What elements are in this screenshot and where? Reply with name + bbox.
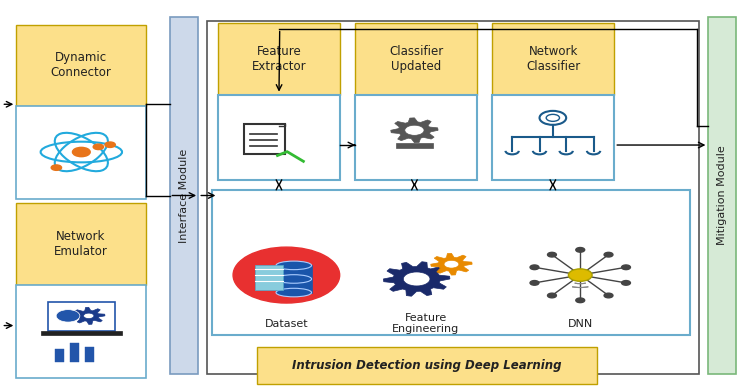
Circle shape (546, 114, 559, 121)
Bar (708, 17, 736, 374)
PathPatch shape (73, 307, 105, 325)
Ellipse shape (276, 261, 311, 270)
Bar (48, 302, 114, 332)
Circle shape (51, 165, 62, 170)
Bar (71, 343, 79, 362)
Bar (207, 21, 699, 374)
Text: Dynamic
Connector: Dynamic Connector (51, 52, 111, 79)
Circle shape (73, 147, 90, 157)
Circle shape (548, 252, 557, 257)
Bar (41, 332, 122, 335)
Circle shape (576, 248, 585, 252)
Bar (85, 347, 94, 362)
Text: Network
Emulator: Network Emulator (54, 230, 108, 258)
Bar (16, 106, 146, 199)
Text: Mitigation Module: Mitigation Module (717, 145, 727, 246)
Circle shape (530, 265, 539, 270)
Text: Dataset: Dataset (265, 319, 308, 328)
Circle shape (539, 111, 566, 125)
Bar (212, 190, 690, 335)
PathPatch shape (383, 262, 450, 296)
Bar (355, 95, 477, 180)
Bar (257, 347, 597, 384)
Bar (218, 95, 340, 180)
Text: Feature
Extractor: Feature Extractor (252, 45, 307, 73)
Circle shape (604, 252, 613, 257)
Circle shape (56, 310, 80, 322)
PathPatch shape (391, 118, 438, 143)
Bar (244, 124, 285, 154)
Bar (396, 143, 433, 148)
Circle shape (568, 269, 592, 281)
Text: Intrusion Detection using Deep Learning: Intrusion Detection using Deep Learning (292, 359, 562, 372)
Bar (16, 25, 146, 106)
Bar (218, 23, 340, 95)
Circle shape (622, 265, 631, 270)
Text: DNN: DNN (568, 319, 593, 328)
Bar (56, 349, 65, 362)
Text: Network
Classifier: Network Classifier (526, 45, 580, 73)
Circle shape (604, 293, 613, 298)
Circle shape (93, 144, 103, 150)
Ellipse shape (276, 288, 311, 297)
Bar (492, 23, 614, 95)
Bar (492, 95, 614, 180)
Circle shape (622, 281, 631, 285)
Text: Feature
Engineering: Feature Engineering (392, 313, 459, 334)
PathPatch shape (431, 253, 472, 275)
Ellipse shape (276, 275, 311, 283)
Circle shape (576, 298, 585, 303)
Bar (276, 265, 311, 292)
Circle shape (548, 293, 557, 298)
Circle shape (403, 272, 430, 286)
Text: Classifier
Updated: Classifier Updated (389, 45, 444, 73)
Circle shape (83, 313, 94, 319)
Bar (16, 203, 146, 285)
Bar (170, 17, 198, 374)
Circle shape (233, 247, 340, 303)
Bar (256, 265, 283, 290)
Circle shape (444, 260, 459, 268)
Circle shape (405, 125, 424, 135)
Circle shape (530, 281, 539, 285)
Text: Interface Module: Interface Module (179, 148, 189, 243)
Circle shape (105, 142, 115, 147)
Bar (355, 23, 477, 95)
Bar (16, 285, 146, 378)
